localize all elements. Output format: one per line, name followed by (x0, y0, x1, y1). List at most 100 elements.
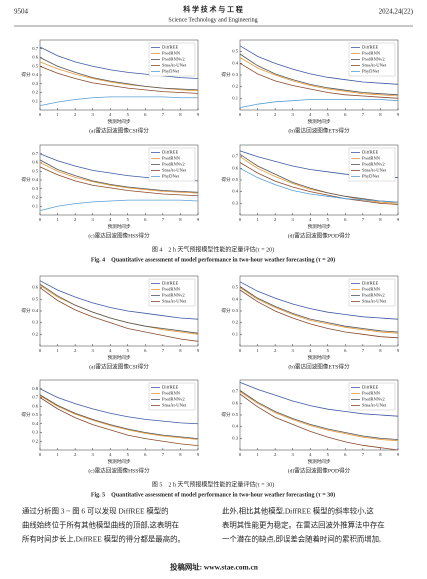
series-line (239, 153, 399, 203)
footer: 投稿网址: www.stae.com.cn (170, 563, 258, 572)
y-axis-label: 得分 (221, 411, 231, 418)
legend-label: SmaAt-UNet (162, 168, 187, 173)
series-line (239, 286, 399, 333)
x-tick-label: 3 (292, 112, 295, 117)
legend-label: PredRNNv2 (362, 293, 385, 298)
body-line: 此外,相比其他模型,DiffREE 模型的斜率较小,这 (222, 507, 374, 516)
x-tick-label: 7 (162, 217, 165, 222)
x-tick-label: 8 (379, 348, 382, 353)
x-tick-label: 7 (162, 112, 165, 117)
series-line (39, 61, 199, 92)
x-tick-label: 7 (362, 112, 365, 117)
x-tick-label: 5 (327, 452, 330, 457)
legend-label: PredRNNv2 (162, 162, 185, 167)
y-tick-label: 0.3 (32, 186, 38, 191)
y-tick-label: 0.5 (32, 412, 38, 417)
legend-label: DiffREE (362, 385, 378, 390)
legend-label: DiffREE (362, 150, 378, 155)
panel-caption: (b)雷达回波图像ETS得分 (288, 126, 350, 134)
y-tick-label: 0.7 (32, 46, 38, 51)
x-tick-label: 4 (309, 348, 312, 353)
y-axis-label: 得分 (221, 176, 231, 183)
x-tick-label: 5 (127, 452, 130, 457)
x-axis-label: 预测时间步 (308, 118, 331, 125)
x-tick-label: 4 (109, 112, 112, 117)
x-tick-label: 5 (327, 112, 330, 117)
legend-label: PredRNNv2 (162, 57, 185, 62)
legend-label: PredRNNv2 (162, 397, 185, 402)
legend-label: PredRNNv2 (362, 162, 385, 167)
series-line (239, 381, 399, 417)
panel-caption: (b)雷达回波图像ETS得分 (288, 362, 350, 370)
y-axis-label: 得分 (21, 307, 31, 314)
series-line (39, 162, 199, 194)
x-tick-label: 9 (397, 348, 400, 353)
panel-caption: (a)雷达回波图像CSI得分 (89, 362, 149, 370)
y-tick-label: 0.3 (32, 430, 38, 435)
legend-label: PredRNNv2 (362, 57, 385, 62)
legend-label: PredRNN (162, 51, 181, 56)
series-line (39, 96, 198, 107)
x-axis-label: 预测时间步 (108, 118, 131, 125)
x-tick-label: 7 (362, 217, 365, 222)
x-tick-label: 6 (144, 452, 147, 457)
x-tick-label: 2 (274, 452, 277, 457)
x-axis-label: 预测时间步 (308, 223, 331, 230)
x-tick-label: 5 (127, 217, 130, 222)
y-tick-label: 0.8 (32, 386, 38, 391)
y-tick-label: 0.6 (32, 55, 38, 60)
x-tick-label: 2 (74, 348, 77, 353)
x-tick-label: 3 (92, 112, 95, 117)
x-tick-label: 3 (292, 452, 295, 457)
y-tick-label: 0.7 (232, 389, 238, 394)
y-tick-label: 0.4 (32, 308, 38, 313)
y-tick-label: 0.3 (32, 81, 38, 86)
x-tick-label: 0 (239, 217, 242, 222)
x-tick-label: 6 (344, 112, 347, 117)
y-tick-label: 0.3 (232, 435, 238, 440)
y-tick-label: 0.4 (32, 72, 38, 77)
series-line (39, 283, 199, 334)
y-tick-label: 0.4 (32, 177, 38, 182)
series-line (239, 162, 399, 205)
series-line (239, 62, 399, 99)
x-tick-label: 1 (56, 452, 59, 457)
y-tick-label: 0.5 (232, 412, 238, 417)
panel-caption: (d)雷达回波图像POD得分 (288, 231, 351, 239)
legend-label: PhyDNet (162, 69, 180, 74)
legend-label: SmaAt-UNet (162, 63, 187, 68)
y-tick-label: 0.3 (232, 72, 238, 77)
series-line (39, 159, 199, 193)
y-tick-label: 0.4 (232, 60, 238, 65)
x-tick-label: 2 (274, 348, 277, 353)
series-line (239, 393, 399, 451)
x-tick-label: 9 (197, 348, 200, 353)
x-tick-label: 3 (292, 217, 295, 222)
x-tick-label: 1 (256, 348, 259, 353)
y-tick-label: 0.6 (32, 403, 38, 408)
x-tick-label: 0 (239, 452, 242, 457)
y-tick-label: 0.5 (32, 168, 38, 173)
x-axis-label: 预测时间步 (308, 354, 331, 361)
x-tick-label: 4 (309, 112, 312, 117)
legend-label: PredRNN (162, 287, 181, 292)
legend-label: PhyDNet (362, 174, 380, 179)
y-tick-label: 0.5 (232, 285, 238, 290)
x-tick-label: 6 (144, 217, 147, 222)
y-tick-label: 0.2 (32, 331, 38, 336)
y-tick-label: 0.3 (232, 308, 238, 313)
series-line (239, 57, 399, 97)
series-line (39, 280, 199, 320)
body-line: 一个潜在的缺点,即误差会随着时间的累积而增加, (222, 535, 381, 544)
x-tick-label: 9 (397, 217, 400, 222)
series-line (39, 199, 199, 212)
series-line (39, 388, 199, 425)
x-tick-label: 9 (197, 452, 200, 457)
y-tick-label: 0.6 (232, 165, 238, 170)
x-tick-label: 4 (109, 348, 112, 353)
body-line: 所有时间步长上,DiffREE 模型的得分都是最高的。 (22, 535, 185, 544)
x-tick-label: 3 (292, 348, 295, 353)
series-line (239, 281, 399, 320)
legend-label: PredRNN (162, 391, 181, 396)
y-tick-label: 0.2 (232, 84, 238, 89)
